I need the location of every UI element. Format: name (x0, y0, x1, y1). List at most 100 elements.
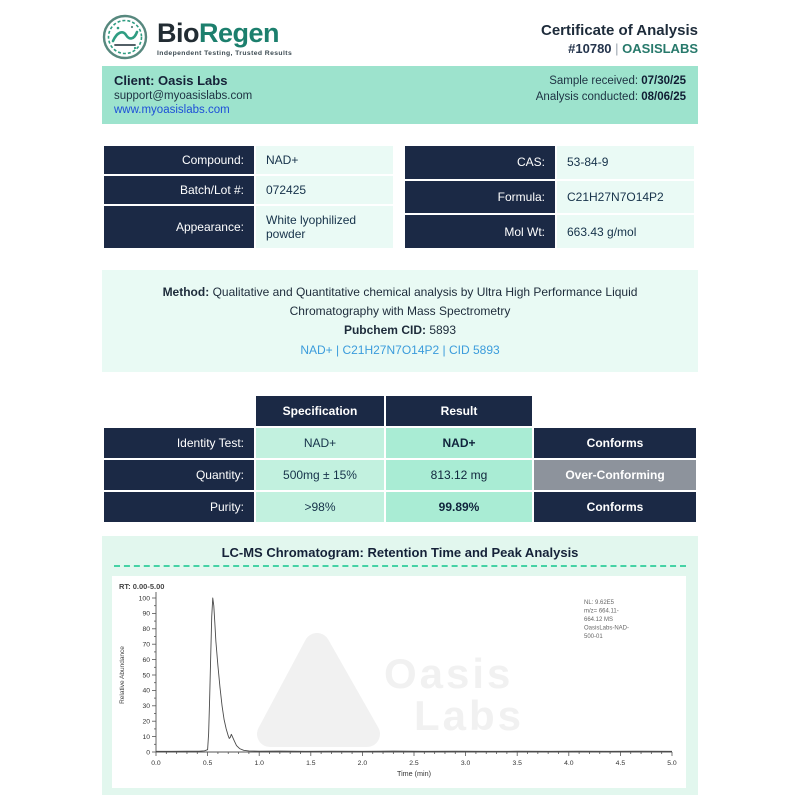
client-name: Client: Oasis Labs (114, 73, 228, 88)
chromatogram-chart: Oasis Labs RT: 0.00-5.00 0 10 20 30 40 50 60 70 80 9… (112, 575, 686, 788)
watermark-triangle-icon (257, 632, 380, 747)
brand-name-bio: Bio (157, 17, 200, 48)
field-label-appearance: Appearance: (104, 206, 254, 248)
y-tick-label: 40 (142, 687, 150, 694)
y-tick-label: 70 (142, 641, 150, 648)
table-row: Mol Wt: 663.43 g/mol (405, 215, 694, 248)
table-row: CAS: 53-84-9 (405, 146, 694, 179)
x-tick-label: 4.0 (564, 760, 574, 767)
results-row-identity: Identity Test: NAD+ NAD+ Conforms (104, 427, 696, 458)
chromatogram-title: LC-MS Chromatogram: Retention Time and P… (221, 544, 579, 560)
table-row: Compound: NAD+ (104, 146, 393, 174)
results-header-row: Specification Result (104, 395, 696, 426)
chart-annotation-line: m/z= 664.11- (584, 608, 619, 614)
chromatogram-trace (156, 597, 673, 752)
rt-range-label: RT: 0.00-5.00 (119, 582, 164, 591)
results-row-quantity: Quantity: 500mg ± 15% 813.12 mg Over-Con… (104, 459, 696, 490)
y-tick-label: 30 (142, 703, 150, 710)
spec-purity: >98% (256, 491, 384, 522)
brand-logo-block: BioRegen Independent Testing, Trusted Re… (102, 14, 292, 60)
y-tick-label: 80 (142, 626, 150, 633)
y-axis-label: Relative Abundance (119, 645, 126, 703)
chromatogram-svg: OasisLabs RT: 0.00-5.00 0 10 20 30 40 50 60 70 80 9… (119, 582, 677, 778)
field-value-formula: C21H27N7O14P2 (557, 180, 694, 214)
field-value-batch: 072425 (256, 176, 393, 204)
table-row: Formula: C21H27N7O14P2 (405, 180, 694, 214)
brand-tagline: Independent Testing, Trusted Results (157, 49, 293, 57)
bioregen-logo-icon (102, 14, 148, 60)
watermark-text-line2: Labs (414, 692, 524, 739)
table-row: Batch/Lot #: 072425 (104, 176, 393, 204)
field-label-compound: Compound: (104, 146, 254, 174)
pubchem-cid-line: Pubchem CID: 5893 (130, 321, 670, 340)
pubchem-cid-label: Pubchem CID: (343, 323, 430, 338)
watermark-text-line1: Oasis (384, 650, 513, 697)
header: BioRegen Independent Testing, Trusted Re… (102, 14, 698, 60)
field-value-molwt: 663.43 g/mol (557, 215, 694, 248)
sample-received-date: 07/30/25 (641, 75, 686, 87)
spec-identity: NAD+ (256, 427, 384, 458)
client-info-bar: Client: Oasis Labs support@myoasislabs.c… (102, 66, 698, 124)
x-tick-label: 3.0 (461, 760, 471, 767)
x-tick-label: 2.5 (409, 760, 419, 767)
certificate-title: Certificate of Analysis (541, 22, 698, 39)
status-badge-quantity: Over-Conforming (534, 459, 696, 490)
pubchem-link[interactable]: NAD+ | C21H27N7O14P2 | CID 5893 (300, 342, 500, 357)
client-contact-block: Client: Oasis Labs support@myoasislabs.c… (114, 73, 252, 116)
sample-received-label: Sample received: (549, 75, 642, 87)
status-badge-purity: Conforms (534, 491, 696, 522)
dashed-divider (114, 564, 686, 567)
chart-annotation-line: 664.12 MS (584, 617, 613, 623)
x-tick-label: 0.0 (151, 760, 161, 767)
chart-annotation-line: 500-01 (584, 634, 603, 640)
compound-info-section: Compound: NAD+ Batch/Lot #: 072425 Appea… (102, 144, 698, 250)
chart-annotation-line: OasisLabs-NAD- (584, 625, 629, 631)
analysis-conducted-date: 08/06/25 (641, 91, 686, 103)
client-email: support@myoasislabs.com (114, 90, 253, 102)
blank-cell (104, 396, 254, 426)
method-text: Qualitative and Quantitative chemical an… (212, 285, 638, 319)
sample-received-line: Sample received: 07/30/25 (536, 75, 686, 87)
brand-name: BioRegen (157, 18, 292, 49)
status-badge-identity: Conforms (534, 427, 696, 458)
field-value-cas: 53-84-9 (557, 146, 694, 179)
y-tick-label: 90 (142, 610, 150, 617)
result-purity: 99.89% (386, 491, 532, 522)
chart-annotation-line: NL: 9.62E5 (584, 600, 615, 606)
method-section: Method: Qualitative and Quantitative che… (102, 270, 698, 372)
result-quantity: 813.12 mg (386, 459, 532, 490)
pubchem-cid-value: 5893 (429, 323, 457, 338)
brand-name-regen: Regen (199, 17, 280, 48)
method-description: Method: Qualitative and Quantitative che… (130, 283, 670, 321)
x-tick-label: 4.5 (616, 760, 626, 767)
results-row-purity: Purity: >98% 99.89% Conforms (104, 491, 696, 522)
table-row: Appearance: White lyophilized powder (104, 206, 393, 248)
certificate-separator: | (611, 41, 623, 56)
x-tick-label: 3.5 (512, 760, 522, 767)
field-label-cas: CAS: (405, 146, 555, 179)
y-tick-label: 100 (139, 595, 151, 602)
analysis-conducted-line: Analysis conducted: 08/06/25 (536, 91, 686, 103)
field-label-formula: Formula: (405, 180, 555, 214)
field-label-batch: Batch/Lot #: (104, 176, 254, 204)
y-tick-label: 10 (142, 734, 150, 741)
certificate-number: #10780 (568, 41, 612, 56)
x-tick-label: 2.0 (358, 760, 368, 767)
brand-text: BioRegen Independent Testing, Trusted Re… (157, 18, 292, 57)
x-tick-label: 1.5 (306, 760, 316, 767)
row-label-quantity: Quantity: (104, 459, 254, 490)
field-value-appearance: White lyophilized powder (256, 206, 393, 248)
client-website-link[interactable]: www.myoasislabs.com (114, 104, 230, 116)
result-identity: NAD+ (386, 427, 532, 458)
field-value-compound: NAD+ (256, 146, 393, 174)
chromatogram-section: LC-MS Chromatogram: Retention Time and P… (102, 535, 698, 795)
blank-cell (534, 396, 696, 426)
field-label-molwt: Mol Wt: (405, 215, 555, 248)
certificate-lab-name: OASISLABS (622, 41, 698, 56)
x-tick-label: 0.5 (203, 760, 213, 767)
y-tick-label: 50 (142, 672, 150, 679)
certificate-title-block: Certificate of Analysis #10780 | OASISLA… (541, 14, 698, 56)
column-header-specification: Specification (256, 395, 384, 426)
row-label-purity: Purity: (104, 491, 254, 522)
